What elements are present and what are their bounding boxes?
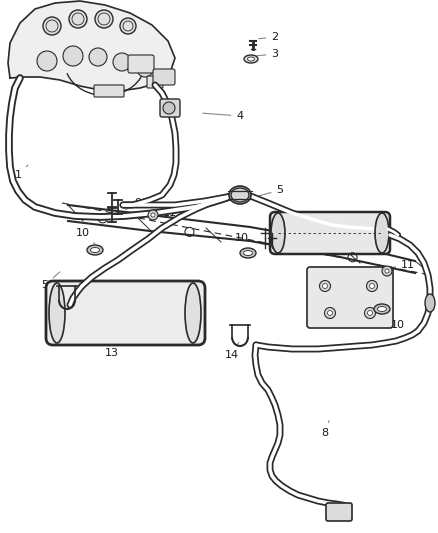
FancyBboxPatch shape	[128, 55, 154, 73]
Text: 4: 4	[203, 111, 244, 121]
FancyBboxPatch shape	[270, 212, 390, 254]
Ellipse shape	[244, 55, 258, 63]
Ellipse shape	[425, 294, 435, 312]
Circle shape	[370, 284, 374, 288]
Circle shape	[163, 102, 175, 114]
Text: 6: 6	[350, 213, 371, 227]
Text: 8: 8	[321, 421, 329, 438]
Ellipse shape	[229, 186, 251, 204]
Circle shape	[63, 46, 83, 66]
Circle shape	[367, 311, 372, 316]
FancyBboxPatch shape	[94, 85, 124, 97]
Circle shape	[148, 210, 158, 220]
Text: 1: 1	[14, 165, 28, 180]
FancyBboxPatch shape	[307, 267, 393, 328]
Circle shape	[319, 280, 331, 292]
Text: 12: 12	[272, 213, 302, 227]
Circle shape	[120, 18, 136, 34]
FancyBboxPatch shape	[46, 281, 205, 345]
Ellipse shape	[91, 247, 99, 253]
Circle shape	[137, 61, 153, 77]
Text: 5: 5	[258, 185, 283, 196]
Text: 2: 2	[259, 32, 279, 42]
Text: 10: 10	[385, 313, 405, 330]
Ellipse shape	[244, 251, 252, 255]
Circle shape	[328, 311, 332, 316]
Circle shape	[322, 284, 328, 288]
Ellipse shape	[271, 213, 285, 253]
Ellipse shape	[247, 57, 254, 61]
Circle shape	[325, 308, 336, 319]
Text: 11: 11	[391, 260, 415, 270]
FancyBboxPatch shape	[147, 76, 163, 88]
FancyBboxPatch shape	[160, 99, 180, 117]
Text: 7: 7	[354, 294, 361, 312]
Ellipse shape	[374, 304, 390, 314]
Ellipse shape	[240, 248, 256, 258]
Polygon shape	[8, 1, 175, 91]
Text: 11: 11	[156, 208, 177, 218]
Circle shape	[367, 280, 378, 292]
Ellipse shape	[375, 213, 389, 253]
Text: 10: 10	[235, 233, 249, 248]
Circle shape	[89, 48, 107, 66]
Circle shape	[382, 266, 392, 276]
Ellipse shape	[185, 283, 201, 343]
Circle shape	[113, 53, 131, 71]
Ellipse shape	[87, 245, 103, 255]
Circle shape	[43, 17, 61, 35]
Ellipse shape	[378, 306, 386, 311]
Text: 5: 5	[42, 272, 60, 290]
Circle shape	[37, 51, 57, 71]
FancyBboxPatch shape	[326, 503, 352, 521]
Circle shape	[69, 10, 87, 28]
Ellipse shape	[49, 283, 65, 343]
FancyBboxPatch shape	[153, 69, 175, 85]
Circle shape	[385, 269, 389, 273]
Text: 14: 14	[225, 342, 239, 360]
Text: 10: 10	[76, 228, 95, 244]
Circle shape	[151, 213, 155, 217]
Text: 3: 3	[257, 49, 279, 59]
Circle shape	[364, 308, 375, 319]
Text: 13: 13	[105, 342, 119, 358]
Text: 9: 9	[125, 198, 141, 209]
Circle shape	[95, 10, 113, 28]
